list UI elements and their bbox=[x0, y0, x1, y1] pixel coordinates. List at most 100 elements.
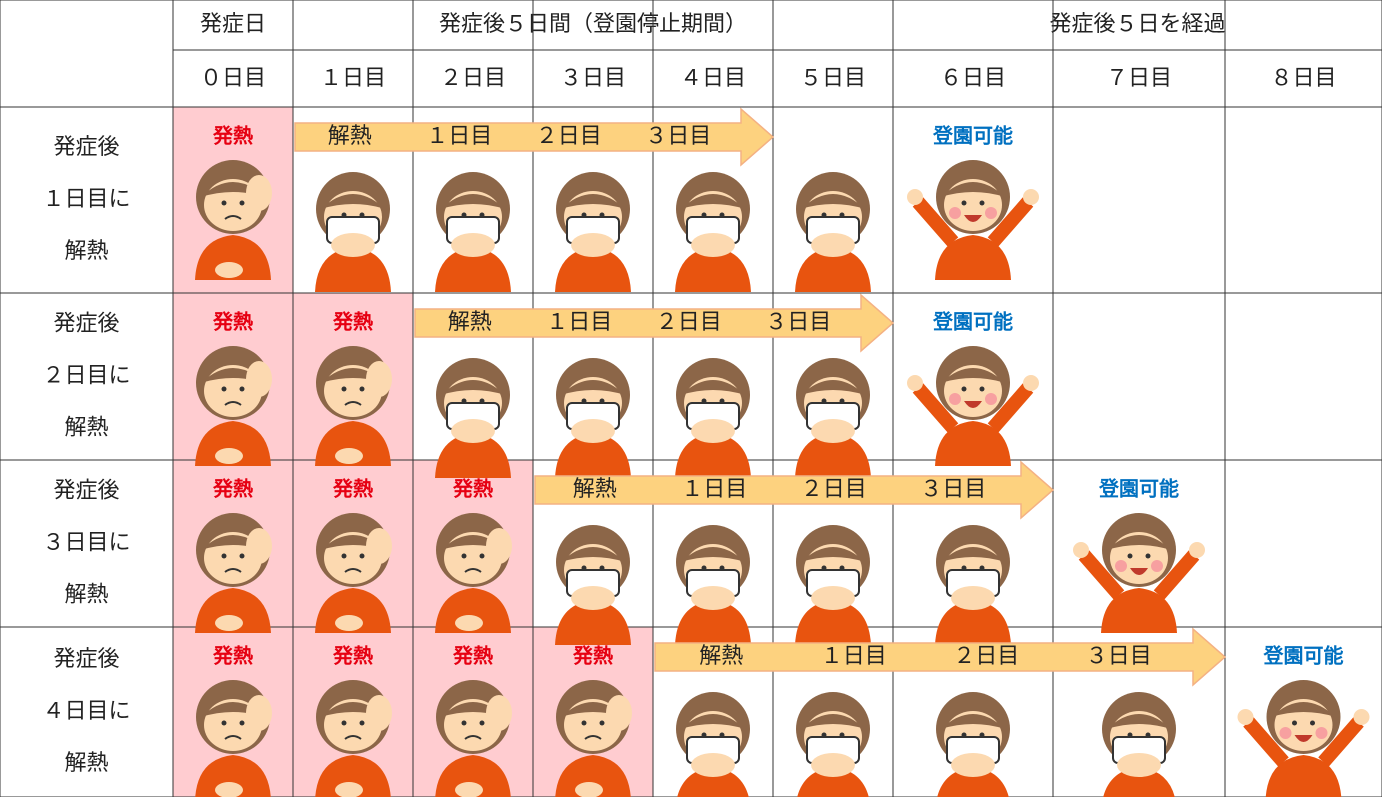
child-illustration bbox=[315, 680, 392, 797]
eye bbox=[359, 212, 365, 218]
child-illustration bbox=[1102, 692, 1176, 797]
eye bbox=[719, 565, 725, 571]
eye bbox=[979, 386, 985, 392]
child-illustration bbox=[676, 692, 750, 797]
bangs bbox=[681, 380, 745, 395]
hands bbox=[811, 753, 855, 777]
child-illustration bbox=[795, 358, 871, 478]
eye bbox=[839, 212, 845, 218]
body bbox=[675, 247, 751, 292]
child-illustration bbox=[907, 346, 1039, 466]
eye bbox=[979, 732, 985, 738]
mouth bbox=[344, 735, 362, 740]
row-label: 発症後 bbox=[53, 647, 119, 672]
eye bbox=[221, 720, 227, 726]
eye bbox=[341, 720, 347, 726]
arrow-label: ３日目 bbox=[645, 124, 711, 149]
fever-label: 発熱 bbox=[212, 644, 253, 668]
body bbox=[435, 247, 511, 292]
body bbox=[555, 755, 631, 797]
header-cell: 発症後５日を経過 bbox=[1049, 12, 1225, 37]
body bbox=[935, 600, 1011, 645]
child-illustration bbox=[1237, 680, 1370, 797]
eye bbox=[1145, 553, 1151, 559]
arrow-label: 解熱 bbox=[573, 477, 617, 502]
eye bbox=[479, 398, 485, 404]
eye bbox=[341, 212, 347, 218]
body bbox=[795, 433, 871, 478]
day-header: ５日目 bbox=[800, 66, 866, 91]
cheek bbox=[985, 207, 997, 219]
eye bbox=[701, 732, 707, 738]
body bbox=[935, 421, 1011, 466]
body bbox=[795, 600, 871, 645]
eye bbox=[599, 565, 605, 571]
eye bbox=[1310, 720, 1315, 726]
child-illustration bbox=[795, 172, 871, 292]
belly-hand bbox=[335, 782, 363, 797]
child-illustration bbox=[675, 172, 751, 292]
eye bbox=[461, 720, 467, 726]
fever-label: 発熱 bbox=[212, 477, 253, 501]
eye bbox=[1127, 732, 1133, 738]
bangs bbox=[561, 547, 625, 562]
child-illustration bbox=[435, 680, 512, 797]
mouth bbox=[464, 568, 482, 573]
eye bbox=[701, 212, 707, 218]
day-header: ６日目 bbox=[940, 66, 1006, 91]
mouth bbox=[224, 401, 242, 406]
eye bbox=[839, 398, 845, 404]
eye bbox=[581, 398, 587, 404]
body bbox=[195, 755, 271, 797]
fever-label: 発熱 bbox=[212, 310, 253, 334]
child-illustration bbox=[435, 358, 511, 478]
arrow-label: ３日目 bbox=[765, 310, 831, 335]
day-header: ３日目 bbox=[560, 66, 626, 91]
bangs bbox=[321, 194, 385, 209]
eye bbox=[359, 386, 365, 392]
eye bbox=[221, 200, 227, 206]
child-illustration bbox=[315, 172, 391, 292]
row-label: 発症後 bbox=[53, 135, 119, 160]
bangs bbox=[941, 368, 1005, 383]
hands bbox=[691, 233, 735, 257]
body bbox=[555, 433, 631, 478]
bangs bbox=[561, 380, 625, 395]
hand bbox=[907, 375, 923, 391]
bangs bbox=[801, 714, 865, 729]
hand bbox=[246, 175, 272, 211]
eye bbox=[599, 398, 605, 404]
day-header: ７日目 bbox=[1106, 66, 1172, 91]
fever-label: 発熱 bbox=[212, 124, 253, 148]
cheek bbox=[1151, 560, 1163, 572]
belly-hand bbox=[455, 615, 483, 631]
hands bbox=[451, 419, 495, 443]
mouth bbox=[1130, 568, 1148, 575]
hand bbox=[366, 528, 392, 564]
bangs bbox=[1107, 535, 1171, 550]
child-illustration bbox=[555, 680, 632, 797]
child-illustration bbox=[795, 525, 871, 645]
eye bbox=[341, 553, 347, 559]
eye bbox=[821, 565, 827, 571]
bangs bbox=[561, 194, 625, 209]
body bbox=[677, 767, 749, 797]
eye bbox=[221, 553, 227, 559]
mouth bbox=[224, 735, 242, 740]
school-ok-label: 登園可能 bbox=[1098, 477, 1179, 501]
arrow-label: ３日目 bbox=[920, 477, 986, 502]
hand bbox=[1237, 709, 1254, 725]
body bbox=[195, 421, 271, 466]
body bbox=[435, 588, 511, 633]
school-ok-label: 登園可能 bbox=[932, 310, 1013, 334]
eye bbox=[599, 720, 605, 726]
mouth bbox=[584, 735, 602, 740]
hand bbox=[246, 695, 272, 731]
eye bbox=[979, 565, 985, 571]
eye bbox=[461, 398, 467, 404]
child-illustration bbox=[435, 172, 511, 292]
mouth bbox=[344, 568, 362, 573]
day-header: １日目 bbox=[320, 66, 386, 91]
